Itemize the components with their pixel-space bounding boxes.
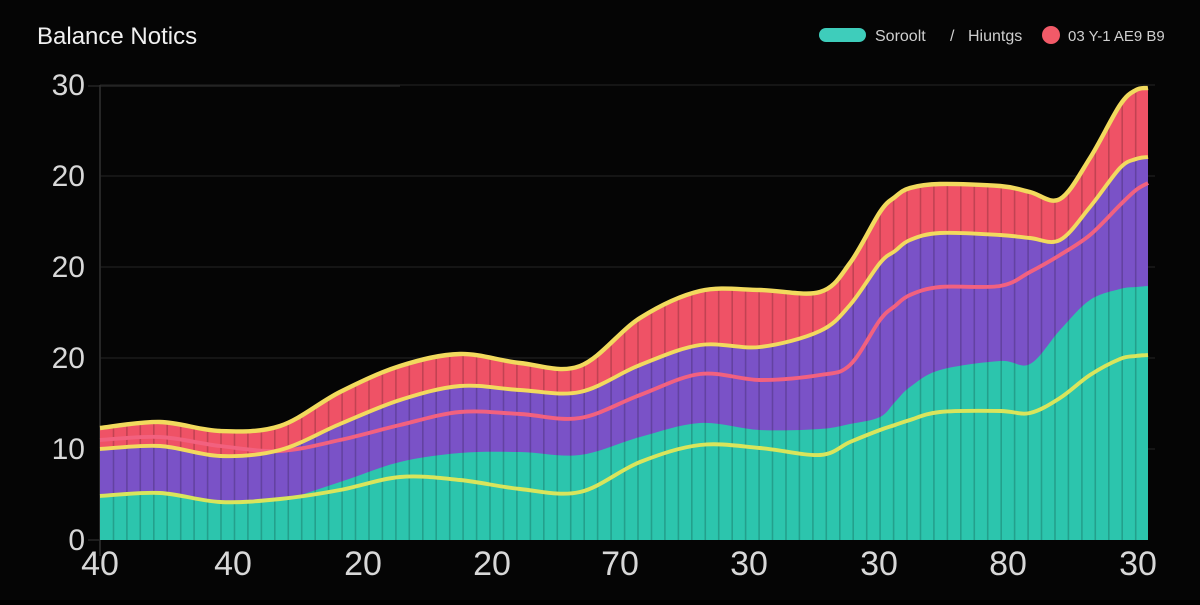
svg-text:20: 20 — [52, 251, 85, 284]
svg-text:Balance Notics: Balance Notics — [37, 23, 197, 50]
svg-text:70: 70 — [601, 545, 639, 583]
svg-text:Hiuntgs: Hiuntgs — [968, 28, 1022, 45]
svg-text:80: 80 — [989, 545, 1027, 583]
svg-text:40: 40 — [214, 545, 252, 583]
svg-text:20: 20 — [52, 342, 85, 375]
svg-text:Soroolt: Soroolt — [875, 28, 926, 45]
svg-text:10: 10 — [52, 433, 85, 466]
svg-text:30: 30 — [730, 545, 768, 583]
svg-text:/: / — [950, 28, 955, 45]
svg-text:03 Y-1 AE9 B9: 03 Y-1 AE9 B9 — [1068, 28, 1165, 45]
svg-text:30: 30 — [860, 545, 898, 583]
svg-text:0: 0 — [68, 524, 85, 557]
svg-text:20: 20 — [473, 545, 511, 583]
svg-text:20: 20 — [52, 160, 85, 193]
svg-text:30: 30 — [52, 69, 85, 102]
svg-text:30: 30 — [1119, 545, 1157, 583]
svg-text:40: 40 — [81, 545, 119, 583]
svg-text:20: 20 — [344, 545, 382, 583]
